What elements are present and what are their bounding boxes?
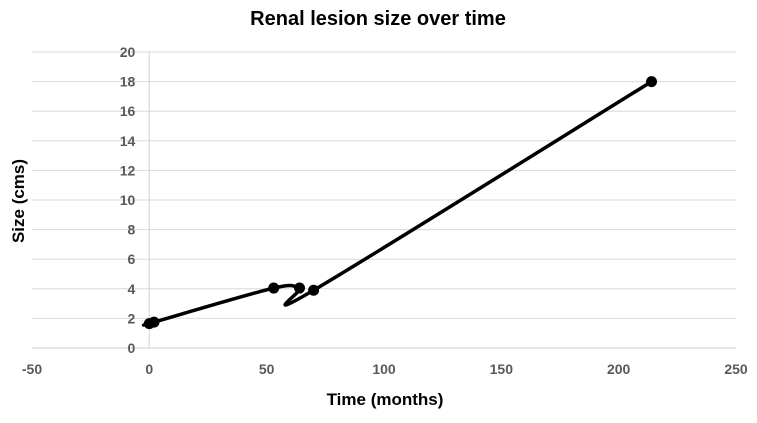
axis-layer	[32, 52, 736, 349]
grid-layer	[32, 51, 736, 319]
y-tick-label: 0	[128, 340, 136, 356]
x-tick-label: 50	[259, 361, 275, 377]
data-point	[148, 316, 160, 328]
y-axis-title: Size (cms)	[9, 159, 28, 243]
y-tick-label-layer: 0 2 4 6 8 10 12 14 16 18 20	[120, 44, 136, 356]
data-point	[268, 282, 280, 294]
y-tick-label: 6	[128, 251, 136, 267]
x-axis-title: Time (months)	[327, 390, 444, 409]
y-tick-label: 10	[120, 192, 136, 208]
y-tick-label: 4	[128, 281, 136, 297]
y-tick-label: 12	[120, 162, 136, 178]
y-tick-label: 2	[128, 310, 136, 326]
x-tick-label: -50	[22, 361, 42, 377]
y-tick-label: 20	[120, 44, 136, 60]
chart-title: Renal lesion size over time	[250, 8, 506, 30]
x-tick-label-layer: -50 0 50 100 150 200 250	[22, 361, 748, 377]
point-layer	[143, 76, 658, 330]
data-point	[646, 76, 658, 88]
y-tick-label: 8	[128, 222, 136, 238]
y-tick-label: 14	[120, 133, 136, 149]
y-tick-label: 16	[120, 103, 136, 119]
x-tick-label: 150	[490, 361, 514, 377]
x-tick-label: 0	[145, 361, 153, 377]
data-point	[294, 282, 306, 294]
x-tick-label: 200	[607, 361, 631, 377]
x-tick-label: 100	[372, 361, 396, 377]
x-tick-label: 250	[724, 361, 748, 377]
data-point	[308, 284, 320, 296]
y-tick-label: 18	[120, 74, 136, 90]
